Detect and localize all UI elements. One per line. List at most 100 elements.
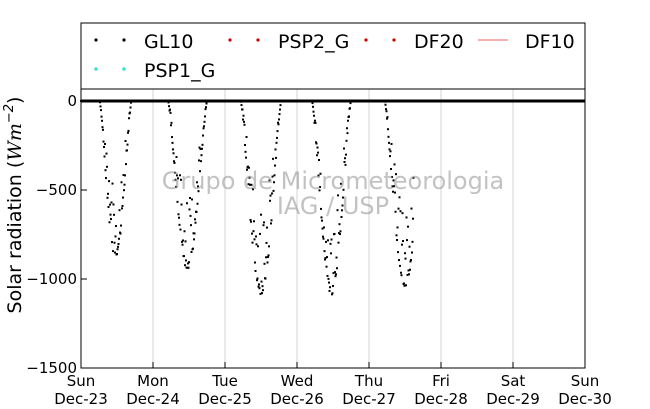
gl10-point	[203, 125, 205, 128]
gl10-point	[391, 185, 394, 188]
gl10-point	[196, 202, 199, 205]
gl10-point	[169, 111, 172, 114]
gl10-point	[265, 241, 268, 244]
gl10-point	[254, 269, 257, 272]
x-tick-label-day: Mon	[137, 372, 169, 390]
gl10-point	[267, 254, 270, 257]
gl10-point	[314, 119, 316, 122]
gl10-point	[191, 198, 193, 201]
gl10-point	[180, 178, 182, 181]
legend-item-df20: DF20	[364, 31, 464, 53]
gl10-point	[185, 259, 187, 262]
y-tick-label: −1000	[26, 270, 77, 288]
gl10-point	[323, 226, 325, 229]
gl10-point	[204, 115, 206, 118]
gl10-point	[244, 144, 246, 147]
gl10-point	[409, 260, 412, 263]
gl10-point	[261, 292, 263, 295]
gl10-point	[321, 219, 323, 222]
gl10-point	[99, 101, 101, 104]
gl10-point	[109, 213, 112, 216]
gl10-point	[395, 234, 398, 237]
gl10-point	[177, 177, 179, 180]
gl10-point	[404, 252, 406, 255]
gl10-point	[314, 121, 317, 124]
legend-item-gl10: GL10	[94, 31, 194, 53]
gl10-point	[411, 240, 414, 243]
gl10-point	[385, 108, 387, 111]
gl10-point	[171, 141, 174, 144]
x-tick-label-date: Dec-26	[270, 390, 324, 408]
y-tick-label: −500	[36, 181, 77, 199]
gl10-point	[343, 147, 345, 150]
gl10-point	[403, 284, 406, 287]
gl10-point	[272, 157, 274, 160]
gl10-point	[323, 250, 326, 253]
gl10-point	[104, 142, 106, 145]
gl10-point	[193, 238, 195, 241]
gl10-point	[405, 284, 407, 287]
gl10-point	[387, 135, 390, 138]
gl10-point	[328, 281, 330, 284]
gl10-point	[264, 277, 267, 280]
gl10-point	[409, 268, 411, 271]
gl10-point	[256, 277, 259, 280]
gl10-point	[242, 118, 244, 121]
gl10-point	[119, 232, 122, 235]
gl10-point	[181, 240, 183, 243]
gl10-point	[341, 209, 343, 212]
gl10-point	[194, 218, 196, 221]
gl10-point	[277, 121, 279, 124]
legend-marker-gl10-a	[94, 38, 98, 42]
y-tick-label: 0	[67, 92, 77, 110]
gl10-point	[393, 185, 395, 188]
gl10-point	[102, 128, 104, 131]
gl10-point	[391, 175, 393, 178]
gl10-point	[244, 150, 247, 153]
y-axis: 0 −500 −1000 −1500	[26, 92, 87, 377]
gl10-point	[261, 285, 264, 288]
gl10-point	[348, 115, 350, 118]
gl10-point	[390, 142, 393, 145]
gl10-point	[123, 189, 125, 192]
gl10-point	[241, 108, 244, 111]
gl10-point	[183, 255, 185, 258]
gl10-point	[349, 107, 351, 110]
gl10-point	[258, 287, 261, 290]
gl10-point	[275, 141, 278, 144]
gl10-point	[249, 183, 251, 186]
gl10-point	[243, 123, 246, 126]
gl10-point	[201, 143, 204, 146]
gl10-point	[180, 203, 183, 206]
gl10-point	[117, 245, 119, 248]
gl10-point	[184, 264, 186, 267]
x-tick-label-day: Sun	[571, 372, 600, 390]
gl10-point	[392, 190, 394, 193]
gl10-point	[337, 194, 339, 197]
legend-label-psp2-g: PSP2_G	[278, 31, 349, 53]
gl10-point	[127, 129, 130, 132]
plot-frame	[80, 88, 586, 369]
gl10-point	[388, 141, 390, 144]
gl10-point	[128, 117, 130, 120]
gl10-point	[190, 250, 193, 253]
plot-area: 0−500−1000−1500 SunDec-23MonDec-24TueDec…	[26, 88, 612, 408]
y-axis-label-main: Solar radiation (	[4, 161, 26, 314]
gl10-point	[326, 256, 328, 259]
gl10-point	[250, 220, 252, 223]
gl10-point	[335, 273, 337, 276]
gl10-point	[340, 215, 343, 218]
gl10-point	[345, 139, 348, 142]
gl10-point	[173, 160, 175, 163]
gl10-point	[338, 223, 341, 226]
gl10-point	[316, 146, 319, 149]
gl10-point	[122, 196, 124, 199]
gl10-point	[168, 105, 170, 108]
gl10-point	[250, 183, 253, 186]
gl10-point	[256, 279, 258, 282]
gl10-point	[390, 167, 392, 170]
gl10-point	[313, 114, 315, 117]
gl10-point	[269, 199, 271, 202]
gl10-point	[266, 226, 268, 229]
gl10-point	[260, 280, 263, 283]
